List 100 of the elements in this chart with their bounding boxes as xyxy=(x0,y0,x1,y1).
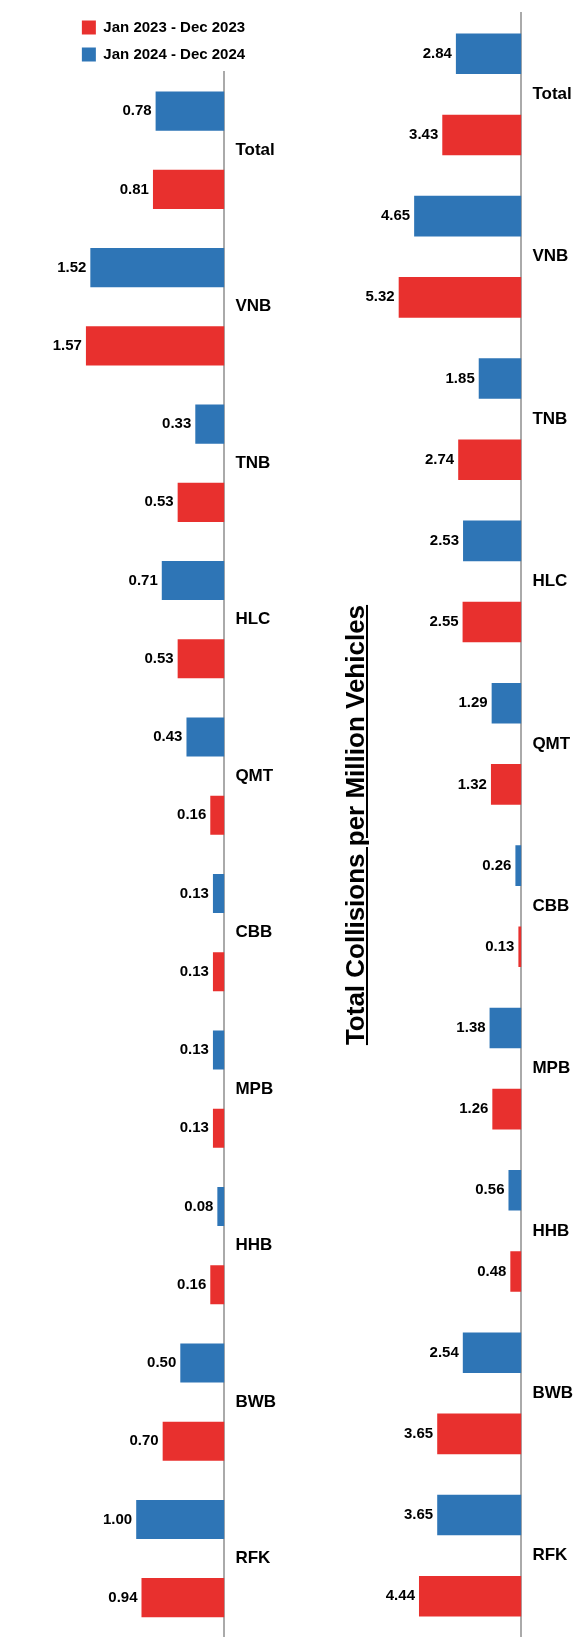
y-tick-label: HHB xyxy=(532,1220,570,1240)
bar xyxy=(210,1265,225,1305)
y-tick-label: TNB xyxy=(235,452,271,472)
bar xyxy=(437,1413,522,1455)
data-label: 0.78 xyxy=(122,101,152,119)
bar xyxy=(141,1578,225,1618)
y-tick-label: Total xyxy=(235,139,275,159)
data-label: 0.13 xyxy=(179,1118,209,1136)
bar xyxy=(161,561,225,601)
bar xyxy=(492,1088,522,1130)
bar xyxy=(508,1170,522,1211)
y-tick-label: CBB xyxy=(235,922,273,942)
data-label: 0.94 xyxy=(108,1587,139,1605)
y-tick-label: MPB xyxy=(235,1078,274,1098)
data-label: 2.74 xyxy=(424,449,455,467)
data-label: 3.43 xyxy=(409,125,439,143)
data-label: 2.55 xyxy=(429,612,459,630)
data-label: 0.08 xyxy=(184,1196,214,1214)
bar xyxy=(212,1030,225,1070)
bar xyxy=(85,326,225,366)
bar xyxy=(210,795,225,835)
bar xyxy=(442,114,522,156)
bar xyxy=(491,682,522,724)
legend-label: Jan 2023 - Dec 2023 xyxy=(103,17,246,35)
bar xyxy=(136,1499,225,1539)
data-label: 0.13 xyxy=(485,936,515,954)
bar xyxy=(177,482,225,522)
y-tick-label: CBB xyxy=(532,895,570,915)
y-tick-label: MPB xyxy=(532,1058,571,1078)
y-tick-label: HLC xyxy=(532,571,568,591)
data-label: 0.26 xyxy=(482,855,512,873)
legend-label: Jan 2024 - Dec 2024 xyxy=(103,44,246,62)
data-label: 1.57 xyxy=(52,335,82,353)
data-label: 0.53 xyxy=(144,648,174,666)
y-tick-label: BWB xyxy=(235,1391,277,1411)
bar xyxy=(398,277,522,318)
bar xyxy=(490,764,522,805)
y-tick-label: TNB xyxy=(532,408,568,428)
data-label: 0.43 xyxy=(153,727,183,745)
bar xyxy=(489,1007,522,1049)
data-label: 0.48 xyxy=(477,1261,507,1279)
bar xyxy=(462,601,522,643)
data-label: 0.33 xyxy=(162,414,192,432)
bar xyxy=(518,926,522,968)
bar xyxy=(212,952,225,992)
bar xyxy=(177,639,225,679)
data-label: 1.85 xyxy=(445,368,475,386)
data-label: 0.13 xyxy=(179,883,209,901)
bar xyxy=(180,1343,225,1383)
text: Total Collisions per Million Vehicles xyxy=(339,603,371,1048)
bar xyxy=(217,1186,225,1227)
y-tick-label: HLC xyxy=(235,609,271,629)
data-label: 3.65 xyxy=(404,1423,434,1441)
bar xyxy=(510,1251,522,1292)
bar xyxy=(195,404,225,444)
bar xyxy=(212,873,225,914)
data-label: 4.65 xyxy=(380,206,411,224)
data-label: 0.56 xyxy=(475,1180,505,1198)
y-tick-label: BWB xyxy=(532,1382,574,1402)
bar xyxy=(462,1332,522,1373)
data-label: 1.38 xyxy=(456,1018,486,1036)
data-label: 2.84 xyxy=(422,43,453,61)
data-label: 0.16 xyxy=(177,1274,207,1292)
bar xyxy=(458,439,522,480)
data-label: 1.00 xyxy=(103,1509,133,1527)
data-label: 5.32 xyxy=(365,287,395,305)
bar xyxy=(418,1575,522,1617)
bar xyxy=(186,717,225,757)
data-label: 0.81 xyxy=(119,179,149,197)
bar xyxy=(152,169,225,209)
y-tick-label: HHB xyxy=(235,1235,273,1255)
y-tick-label: QMT xyxy=(235,765,274,785)
bar xyxy=(463,520,522,562)
y-tick-label: Total xyxy=(532,84,572,104)
data-label: 0.71 xyxy=(128,570,158,588)
y-tick-label: QMT xyxy=(532,733,571,753)
bar xyxy=(414,195,522,237)
y-tick-label: VNB xyxy=(532,246,569,266)
bar xyxy=(162,1421,225,1461)
data-label: 1.29 xyxy=(458,693,488,711)
y-tick-label: VNB xyxy=(235,296,272,316)
y-tick-label: RFK xyxy=(532,1545,569,1565)
data-label: 2.54 xyxy=(429,1342,460,1360)
data-label: 1.32 xyxy=(457,774,487,792)
data-label: 0.13 xyxy=(179,961,209,979)
bar xyxy=(212,1108,225,1148)
y-tick-label: RFK xyxy=(235,1548,272,1568)
data-label: 4.44 xyxy=(385,1586,416,1604)
bar xyxy=(455,33,522,75)
data-label: 1.26 xyxy=(459,1099,489,1117)
bar xyxy=(437,1494,522,1536)
bar xyxy=(90,248,225,288)
data-label: 0.53 xyxy=(144,492,174,510)
bar xyxy=(515,845,522,886)
bar xyxy=(478,358,522,399)
data-label: 0.16 xyxy=(177,805,207,823)
data-label: 0.50 xyxy=(147,1353,177,1371)
data-label: 2.53 xyxy=(429,531,460,549)
data-label: 1.52 xyxy=(57,257,87,275)
data-label: 0.70 xyxy=(129,1431,159,1449)
